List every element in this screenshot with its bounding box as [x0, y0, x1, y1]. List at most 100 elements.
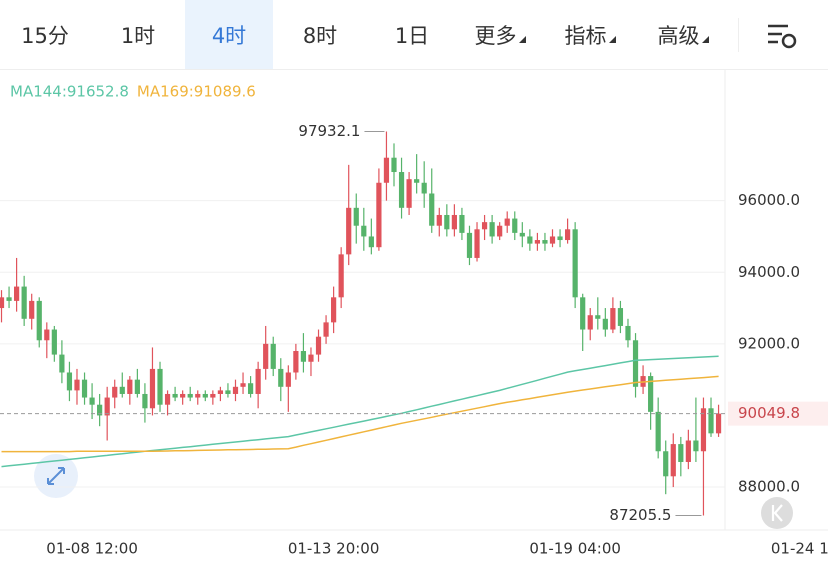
candle-body — [164, 393, 171, 405]
x-tick-label: 01-19 04:00 — [529, 540, 621, 558]
tab-label: 1时 — [120, 24, 156, 48]
tab[interactable]: 4时 — [185, 0, 273, 69]
x-tick-label: 01-08 12:00 — [46, 540, 138, 558]
y-tick-label: 92000.0 — [738, 334, 800, 352]
candle-body — [549, 236, 556, 244]
tab[interactable]: 1日 — [368, 0, 456, 69]
candle-body — [119, 386, 125, 394]
candle-body — [0, 297, 5, 309]
candle-body — [557, 236, 563, 241]
current-price-bg — [728, 401, 828, 426]
candle-body — [376, 182, 382, 248]
candle-body — [527, 236, 533, 244]
candle-body — [361, 225, 367, 237]
candle-body — [391, 157, 397, 173]
candle-body — [97, 404, 103, 416]
current-price-label: 90049.8 — [738, 404, 800, 422]
candle-body — [632, 340, 639, 387]
toolbar: 15分 1时 4时 8时 1日 更多 指标 高级 — [0, 0, 828, 70]
candle-body — [263, 343, 269, 369]
candle-body — [315, 336, 322, 355]
candle-body — [308, 354, 314, 362]
tab-label: 指标 — [564, 24, 607, 48]
candle-body — [217, 390, 223, 394]
candle-body — [210, 393, 216, 398]
candle-body — [255, 368, 261, 394]
candle-body — [134, 379, 140, 394]
candle-body — [112, 386, 118, 398]
candle-body — [59, 354, 65, 373]
candle-body — [693, 440, 699, 452]
y-tick-label: 88000.0 — [738, 478, 800, 496]
x-tick-label: 01-13 20:00 — [288, 540, 380, 558]
candle-body — [489, 222, 495, 237]
candle-body — [240, 383, 246, 387]
candle-body — [44, 329, 50, 341]
ma-line — [1, 355, 719, 468]
candle-body — [451, 214, 457, 230]
candle-body — [195, 393, 201, 398]
candle-body — [421, 182, 427, 194]
candle-body — [700, 408, 707, 452]
candle-body — [51, 329, 57, 355]
candle-body — [685, 440, 691, 462]
candle-body — [398, 172, 405, 208]
tab[interactable]: 1时 — [94, 0, 182, 69]
candle-body — [617, 308, 624, 326]
candle-body — [444, 214, 450, 230]
candle-body — [368, 236, 374, 248]
candle-body — [519, 232, 525, 237]
candle-body — [66, 372, 73, 391]
candle-body — [534, 240, 541, 244]
candle-body — [580, 297, 586, 330]
candle-body — [708, 408, 714, 434]
candle-body — [6, 297, 12, 301]
candle-body — [232, 386, 239, 394]
y-tick-label: 96000.0 — [738, 191, 800, 209]
candle-body — [104, 397, 110, 416]
candle-body — [180, 393, 186, 398]
candle-body — [270, 343, 276, 369]
candle-body — [436, 214, 442, 226]
candle-body — [353, 207, 359, 226]
separator — [738, 18, 739, 52]
legend-entry: MA169:91089.6 — [137, 83, 256, 101]
tab[interactable]: 指标 — [546, 0, 634, 69]
candle-body — [285, 372, 291, 387]
candle-body — [346, 207, 352, 255]
candle-body — [564, 229, 571, 241]
tab[interactable]: 更多 — [456, 0, 544, 69]
candle-body — [715, 413, 722, 434]
tab[interactable]: 8时 — [276, 0, 364, 69]
candle-body — [595, 315, 601, 319]
candle-body — [504, 218, 510, 226]
candle-body — [587, 315, 593, 330]
candle-body — [383, 157, 390, 183]
scroll-latest-button[interactable] — [761, 497, 793, 529]
candle-body — [331, 297, 337, 323]
candle-body — [338, 254, 344, 298]
tab-label: 4时 — [211, 24, 247, 48]
tab[interactable]: 高级 — [639, 0, 727, 69]
candle-body — [466, 232, 473, 258]
y-tick-label: 94000.0 — [738, 263, 800, 281]
tab-label: 1日 — [394, 24, 430, 48]
candle-body — [655, 411, 661, 452]
candle-body — [300, 351, 307, 362]
candle-body — [429, 193, 435, 226]
candle-body — [81, 379, 88, 398]
candle-body — [21, 286, 27, 319]
candle-body — [293, 351, 299, 373]
candle-body — [625, 325, 631, 341]
tab[interactable]: 15分 — [1, 0, 89, 69]
settings-icon[interactable] — [762, 16, 802, 56]
legend-entry: MA144:91652.8 — [10, 83, 129, 101]
tab-label: 高级 — [657, 24, 700, 48]
candle-body — [474, 229, 480, 258]
high-label: 97932.1 — [298, 122, 360, 140]
candle-body — [247, 383, 254, 394]
candle-body — [678, 444, 684, 462]
candle-body — [187, 393, 193, 398]
